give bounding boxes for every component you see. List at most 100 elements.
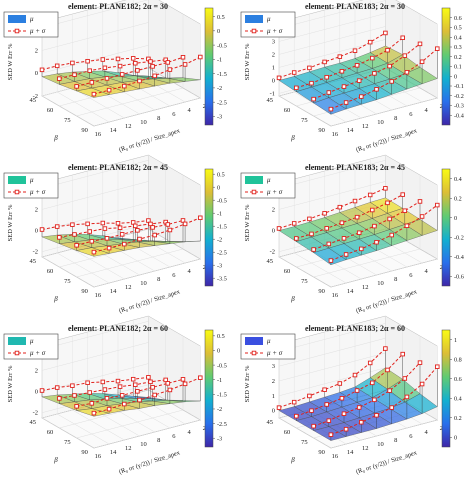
data-point-mu-plus-sigma bbox=[54, 63, 60, 69]
data-point-mu-plus-sigma bbox=[85, 58, 90, 64]
data-point-mu-plus-sigma bbox=[87, 390, 92, 395]
x-tick-label: 16 bbox=[95, 292, 102, 299]
colorbar-tick-label: -3 bbox=[217, 114, 222, 121]
data-point-mu-plus-sigma bbox=[198, 215, 203, 221]
y-axis-label: β bbox=[290, 134, 295, 142]
series-line-mu-plus-sigma bbox=[278, 348, 386, 409]
x-tick-label: 12 bbox=[125, 445, 132, 452]
y-tick-label: 60 bbox=[47, 268, 54, 275]
data-point-mu-plus-sigma bbox=[359, 419, 364, 425]
grid-line bbox=[41, 417, 95, 449]
x-tick-label: 16 bbox=[332, 292, 339, 299]
legend-patch-mu bbox=[245, 337, 263, 345]
data-point-mu-plus-sigma bbox=[130, 376, 136, 382]
colorbar-tick-label: 0.6 bbox=[454, 15, 462, 22]
x-tick-label: 2 bbox=[440, 264, 443, 271]
grid-line bbox=[278, 323, 386, 352]
data-point-mu-plus-sigma bbox=[383, 186, 388, 191]
x-tick-label: 14 bbox=[110, 127, 117, 134]
data-point-mu-plus-sigma bbox=[294, 413, 299, 419]
y-tick-label: 90 bbox=[81, 127, 88, 134]
x-tick-label: 4 bbox=[187, 268, 191, 275]
colorbar-tick-label: 0 bbox=[454, 434, 457, 441]
data-point-mu-plus-sigma bbox=[115, 221, 121, 226]
data-point-mu-plus-sigma bbox=[119, 72, 125, 77]
z-tick-label: 0 bbox=[272, 408, 275, 415]
colorbar-tick-label: -0.5 bbox=[217, 197, 227, 204]
mu-plus-sigma bbox=[276, 30, 440, 115]
z-tick-label: 0 bbox=[272, 228, 275, 235]
x-tick-label: 10 bbox=[140, 441, 147, 448]
data-point-mu-plus-sigma bbox=[122, 83, 127, 89]
data-point-mu-plus-sigma bbox=[322, 387, 327, 392]
x-tick-label: 6 bbox=[409, 111, 413, 118]
colorbar-bar bbox=[441, 329, 451, 448]
data-point-mu-plus-sigma bbox=[389, 232, 394, 238]
y-tick-label: 60 bbox=[47, 107, 54, 114]
data-point-mu-plus-sigma bbox=[100, 220, 106, 226]
colorbar-bar bbox=[441, 7, 451, 126]
x-tick-label: 6 bbox=[172, 272, 176, 279]
x-tick-label: 2 bbox=[203, 103, 206, 110]
data-point-mu-plus-sigma bbox=[72, 232, 77, 237]
y-tick-label: 75 bbox=[64, 117, 71, 124]
data-point-mu-plus-sigma bbox=[148, 59, 153, 64]
legend-marker bbox=[251, 189, 257, 195]
legend-label-mu: μ bbox=[30, 176, 34, 184]
series-line-mu-plus-sigma bbox=[330, 48, 438, 110]
data-point-mu-plus-sigma bbox=[106, 406, 112, 412]
data-point-mu-plus-sigma bbox=[167, 387, 173, 393]
data-point-mu-plus-sigma bbox=[367, 360, 373, 366]
data-point-mu-plus-sigma bbox=[106, 245, 112, 251]
data-point-mu-plus-sigma bbox=[89, 401, 95, 406]
grid-line bbox=[278, 256, 332, 288]
colorbar-tick-label: -3 bbox=[217, 262, 222, 269]
x-tick-label: 8 bbox=[394, 276, 397, 283]
y-tick-label: 90 bbox=[81, 449, 88, 456]
legend-label-mu-plus-sigma: μ + σ bbox=[267, 27, 283, 35]
data-point-mu-plus-sigma bbox=[294, 85, 299, 91]
colorbar-tick-label: -2 bbox=[217, 236, 222, 243]
data-point-mu-plus-sigma bbox=[372, 71, 377, 76]
data-point-mu-plus-sigma bbox=[367, 39, 373, 45]
colorbar-tick-label: 0.5 bbox=[217, 333, 225, 340]
legend: μ μ + σ bbox=[3, 333, 59, 360]
grid-line bbox=[76, 87, 184, 117]
grid-line bbox=[41, 95, 95, 127]
grid-line bbox=[278, 352, 386, 382]
grid-line bbox=[41, 202, 149, 231]
data-point-mu-plus-sigma bbox=[341, 84, 347, 89]
colorbar: -3 -2.5 -2 -1.5 -1 -0.5 0 0.5 bbox=[204, 7, 227, 126]
data-point-mu-plus-sigma bbox=[374, 239, 379, 245]
data-point-mu-plus-sigma bbox=[356, 78, 362, 83]
data-point-mu-plus-sigma bbox=[328, 432, 334, 437]
series-line-mu-plus-sigma bbox=[296, 353, 404, 417]
data-point-mu-plus-sigma bbox=[387, 388, 392, 393]
data-point-mu-plus-sigma bbox=[89, 239, 95, 244]
series-line-mu-plus-sigma bbox=[313, 362, 421, 427]
x-tick-label: 12 bbox=[362, 445, 369, 452]
z-tick-label: 2 bbox=[272, 206, 275, 213]
data-point-mu-plus-sigma bbox=[180, 377, 186, 382]
colorbar-tick-label: -1.5 bbox=[217, 71, 227, 78]
colorbar-tick-label: 0.4 bbox=[454, 34, 462, 41]
data-point-mu-plus-sigma bbox=[100, 379, 106, 385]
colorbar-tick-label: 0.4 bbox=[454, 395, 462, 402]
data-point-mu-plus-sigma bbox=[291, 399, 297, 405]
data-point-mu-plus-sigma bbox=[115, 56, 121, 62]
data-point-mu-plus-sigma bbox=[72, 393, 77, 398]
x-tick-label: 14 bbox=[347, 127, 354, 134]
grid-line bbox=[93, 419, 201, 449]
z-tick-label: -2 bbox=[270, 249, 275, 256]
series-line-mu-plus-sigma bbox=[313, 43, 421, 100]
chart-title: element: PLANE182; 2α = 60 bbox=[68, 324, 168, 333]
data-point-mu-plus-sigma bbox=[291, 221, 297, 226]
colorbar-bar bbox=[204, 329, 214, 448]
chart-panel: -202424681012141645607590SED W Err %β(R₀… bbox=[3, 315, 227, 476]
data-point-mu-plus-sigma bbox=[119, 232, 125, 237]
data-point-mu-plus-sigma bbox=[122, 241, 127, 247]
colorbar-tick-label: 0.5 bbox=[454, 25, 462, 32]
grid-line bbox=[330, 97, 438, 127]
legend-label-mu-plus-sigma: μ + σ bbox=[267, 349, 283, 357]
mu-plus-sigma bbox=[39, 375, 203, 417]
